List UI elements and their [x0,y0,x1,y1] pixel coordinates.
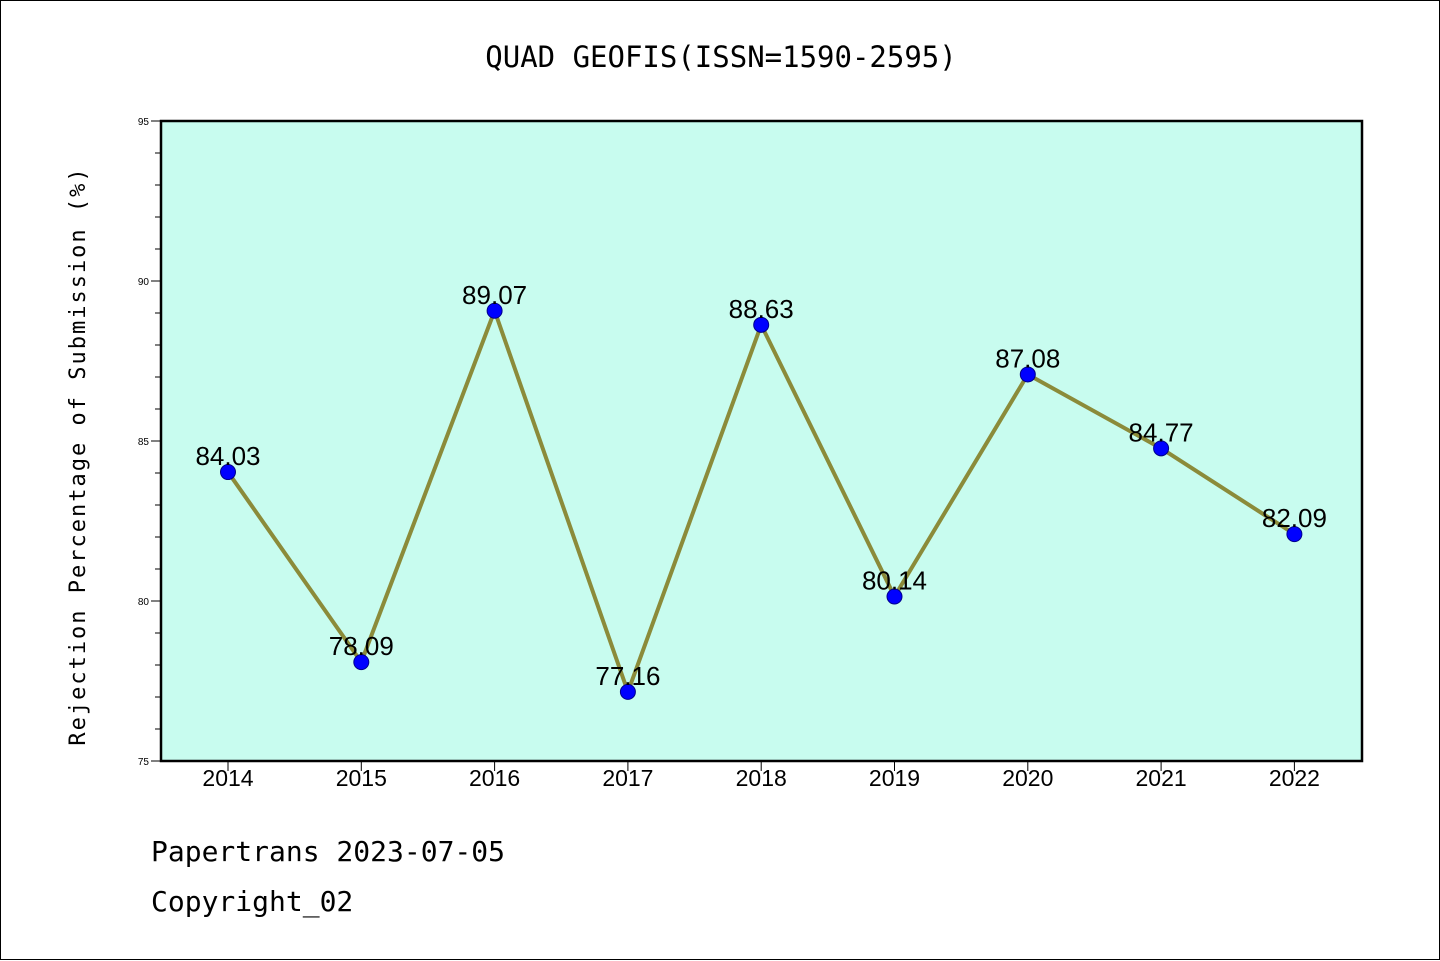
series-marker-layer [220,302,1303,700]
data-label: 84.77 [1129,417,1194,447]
data-label-layer: 84.03 78.09 89.07 77.16 88.63 80.14 87.08 84.77… [195,280,1326,691]
x-tick-label: 2014 [202,765,253,791]
data-label: 88.63 [729,294,794,324]
footer-copyright: Copyright_02 [151,885,354,918]
chart-title: QUAD GEOFIS(ISSN=1590-2595) [485,40,956,74]
data-point [1286,526,1303,543]
y-tick-label: 85 [138,437,150,448]
x-tick-label: 2016 [469,765,520,791]
data-point [486,302,503,319]
data-point [619,683,636,700]
data-point [753,316,770,333]
data-label: 84.03 [195,441,260,471]
y-tick-label: 95 [138,117,150,128]
x-tick-label: 2022 [1269,765,1320,791]
data-point [353,654,370,671]
y-tick-label: 80 [138,597,150,608]
data-label: 80.14 [862,566,927,596]
data-label: 87.08 [995,343,1060,373]
data-point [1153,440,1170,457]
x-tick-label: 2021 [1136,765,1187,791]
data-point [1019,366,1036,383]
data-label: 78.09 [329,631,394,661]
x-tick-label: 2017 [602,765,653,791]
data-label: 89.07 [462,280,527,310]
x-tick-label: 2020 [1002,765,1053,791]
x-tick-label: 2015 [336,765,387,791]
y-tick-label: 90 [138,277,150,288]
data-label: 77.16 [595,661,660,691]
plot-border [159,119,1364,763]
y-axis-label: Rejection Percentage of Submission (%) [66,166,91,745]
data-point [886,588,903,605]
x-tick-label: 2018 [736,765,787,791]
data-label: 82.09 [1262,503,1327,533]
data-point [220,464,236,481]
y-tick-label: 75 [138,757,150,768]
x-tick-label: 2019 [869,765,920,791]
axis-text-layer: 75 80 85 90 95 2014 2015 2016 2017 2018 2019 2020 20… [138,117,1320,791]
footer-source-date: Papertrans 2023-07-05 [151,835,506,868]
